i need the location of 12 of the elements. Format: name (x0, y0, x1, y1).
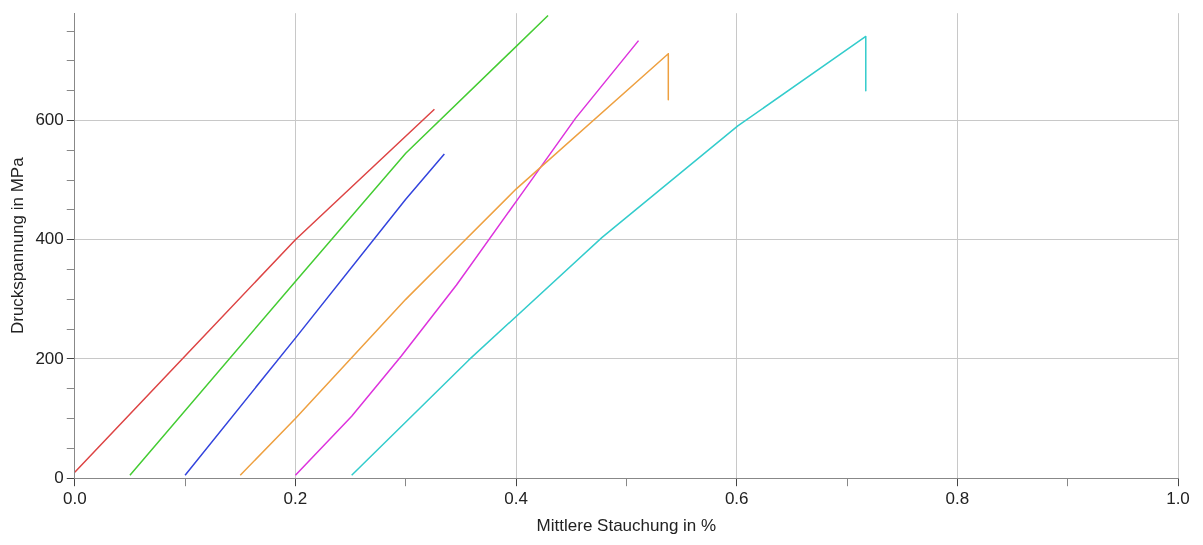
y-axis-title: Druckspannung in MPa (7, 156, 27, 335)
x-tick-label: 0.2 (283, 489, 308, 509)
x-tick-label: 0.4 (504, 489, 528, 509)
y-tick-label: 0 (54, 467, 64, 487)
x-axis-title: Mittlere Stauchung in % (536, 516, 717, 536)
x-tick-label: 0.8 (945, 489, 970, 509)
x-tick-label: 0.0 (62, 489, 87, 509)
y-tick-label: 600 (35, 110, 64, 130)
x-tick-label: 0.6 (724, 489, 749, 509)
x-tick-label: 1.0 (1166, 489, 1190, 509)
y-tick-label: 400 (35, 229, 64, 249)
y-tick-label: 200 (35, 348, 64, 368)
